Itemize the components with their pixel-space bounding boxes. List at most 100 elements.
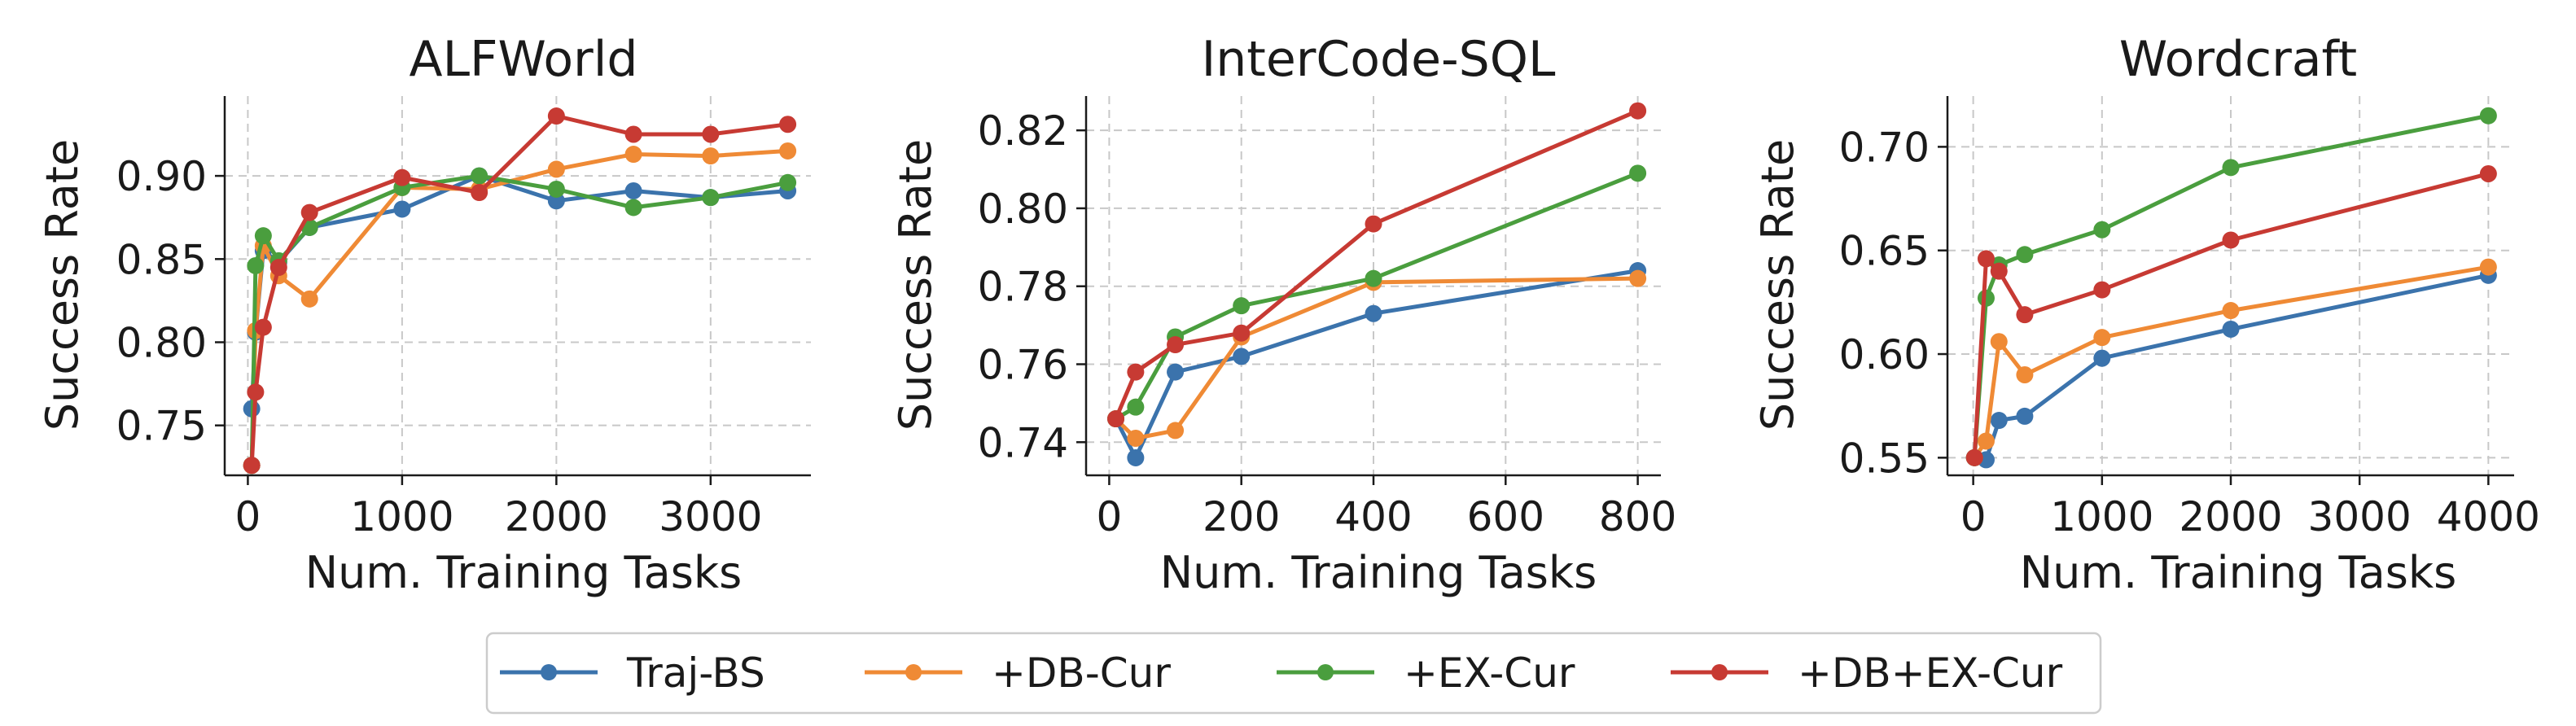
x-ticks: 0 1000 2000 3000	[235, 475, 762, 540]
series-line	[1114, 276, 1641, 440]
x-tick-label: 1000	[350, 493, 453, 540]
legend-marker	[1317, 664, 1334, 680]
series-db-ex-cur	[1965, 164, 2497, 466]
series-ex-cur	[1965, 107, 2497, 466]
x-tick-label: 600	[1467, 493, 1544, 540]
series-layer	[1107, 102, 1647, 466]
data-point	[2479, 107, 2497, 125]
data-point	[2222, 231, 2240, 249]
axes	[1084, 96, 1661, 477]
data-point	[2016, 306, 2034, 324]
y-tick-label: 0.90	[116, 153, 207, 200]
legend-marker	[541, 664, 557, 680]
y-tick-label: 0.78	[978, 264, 1068, 311]
y-tick-label: 0.74	[978, 419, 1068, 466]
data-point	[2222, 302, 2240, 320]
x-tick-label: 2000	[505, 493, 608, 540]
y-tick-label: 0.80	[116, 319, 207, 366]
data-point	[1107, 410, 1125, 428]
y-axis-label: Success Rate	[890, 139, 941, 431]
axes	[223, 96, 811, 477]
data-point	[1965, 448, 1983, 466]
data-point	[2479, 164, 2497, 182]
data-point	[1990, 262, 2008, 280]
legend-label: +DB+EX-Cur	[1798, 649, 2063, 697]
data-point	[1365, 215, 1382, 233]
data-point	[624, 146, 642, 164]
y-tick-label: 0.55	[1839, 435, 1930, 482]
data-point	[547, 160, 565, 178]
series-db-ex-cur	[1107, 102, 1647, 428]
legend-label: +DB-Cur	[992, 649, 1171, 697]
y-tick-label: 0.80	[978, 186, 1068, 233]
data-point	[300, 203, 318, 221]
data-point	[471, 167, 488, 185]
series-db-ex-cur	[243, 107, 797, 475]
data-point	[1167, 422, 1185, 440]
chart-panel-alfworld: ALFWorld Num. Training Tasks Success Rat…	[37, 31, 811, 598]
x-tick-label: 3000	[2308, 493, 2412, 540]
data-point	[1233, 348, 1251, 365]
axes	[1946, 96, 2514, 477]
legend-label: +EX-Cur	[1404, 649, 1575, 697]
series-line	[249, 173, 791, 411]
legend-entry-db-ex-cur: +DB+EX-Cur	[1671, 649, 2063, 697]
x-tick-label: 4000	[2437, 493, 2540, 540]
y-tick-label: 0.76	[978, 342, 1068, 389]
chart-title: ALFWorld	[410, 31, 638, 88]
data-point	[254, 318, 272, 336]
series-ex-cur	[243, 167, 797, 475]
series-line	[249, 173, 791, 468]
data-point	[243, 457, 261, 475]
y-tick-label: 0.60	[1839, 331, 1930, 378]
x-ticks: 0 200 400 600 800	[1096, 475, 1676, 540]
data-point	[393, 200, 411, 218]
data-point	[247, 256, 265, 274]
chart-panel-intercode-sql: InterCode-SQL Num. Training Tasks Succes…	[890, 31, 1676, 598]
x-tick-label: 0	[235, 493, 261, 540]
data-point	[269, 259, 287, 277]
x-tick-label: 0	[1096, 493, 1122, 540]
series-ex-cur	[1107, 164, 1647, 428]
x-ticks: 0 1000 2000 3000 4000	[1960, 475, 2540, 540]
x-tick-label: 0	[1960, 493, 1987, 540]
y-tick-label: 0.75	[116, 403, 207, 450]
data-point	[547, 180, 565, 198]
data-point	[471, 184, 488, 202]
y-tick-label: 0.65	[1839, 228, 1930, 275]
series-layer	[1965, 107, 2497, 469]
data-point	[1233, 324, 1251, 342]
legend: Traj-BS +DB-Cur +EX-Cur +DB+EX-Cur	[485, 632, 2102, 715]
chart-title: Wordcraft	[2119, 31, 2357, 88]
y-axis-label: Success Rate	[37, 139, 88, 431]
chart-panel-wordcraft: Wordcraft Num. Training Tasks Success Ra…	[1752, 31, 2540, 598]
data-point	[247, 383, 265, 401]
data-point	[1167, 363, 1185, 381]
data-point	[702, 147, 720, 165]
data-point	[624, 199, 642, 216]
series-line	[1114, 171, 1641, 422]
x-axis-label: Num. Training Tasks	[2020, 547, 2456, 598]
data-point	[624, 182, 642, 199]
data-point	[1629, 164, 1647, 182]
data-point	[2016, 246, 2034, 264]
data-point	[779, 142, 797, 160]
y-tick-label: 0.85	[116, 236, 207, 283]
data-point	[2016, 407, 2034, 425]
series-line	[1114, 108, 1641, 422]
data-point	[1127, 448, 1145, 466]
data-point	[1990, 412, 2008, 430]
data-point	[1365, 269, 1382, 287]
data-point	[393, 168, 411, 186]
legend-entry-ex-cur: +EX-Cur	[1277, 649, 1575, 697]
data-point	[1629, 269, 1647, 287]
y-ticks: 0.75 0.80 0.85 0.90	[116, 153, 225, 450]
data-point	[2222, 159, 2240, 177]
x-tick-label: 3000	[659, 493, 762, 540]
y-ticks: 0.55 0.60 0.65 0.70	[1839, 124, 1947, 482]
data-point	[624, 125, 642, 143]
x-tick-label: 200	[1203, 493, 1280, 540]
data-point	[1233, 297, 1251, 315]
chart-title: InterCode-SQL	[1202, 31, 1556, 88]
data-point	[779, 116, 797, 133]
